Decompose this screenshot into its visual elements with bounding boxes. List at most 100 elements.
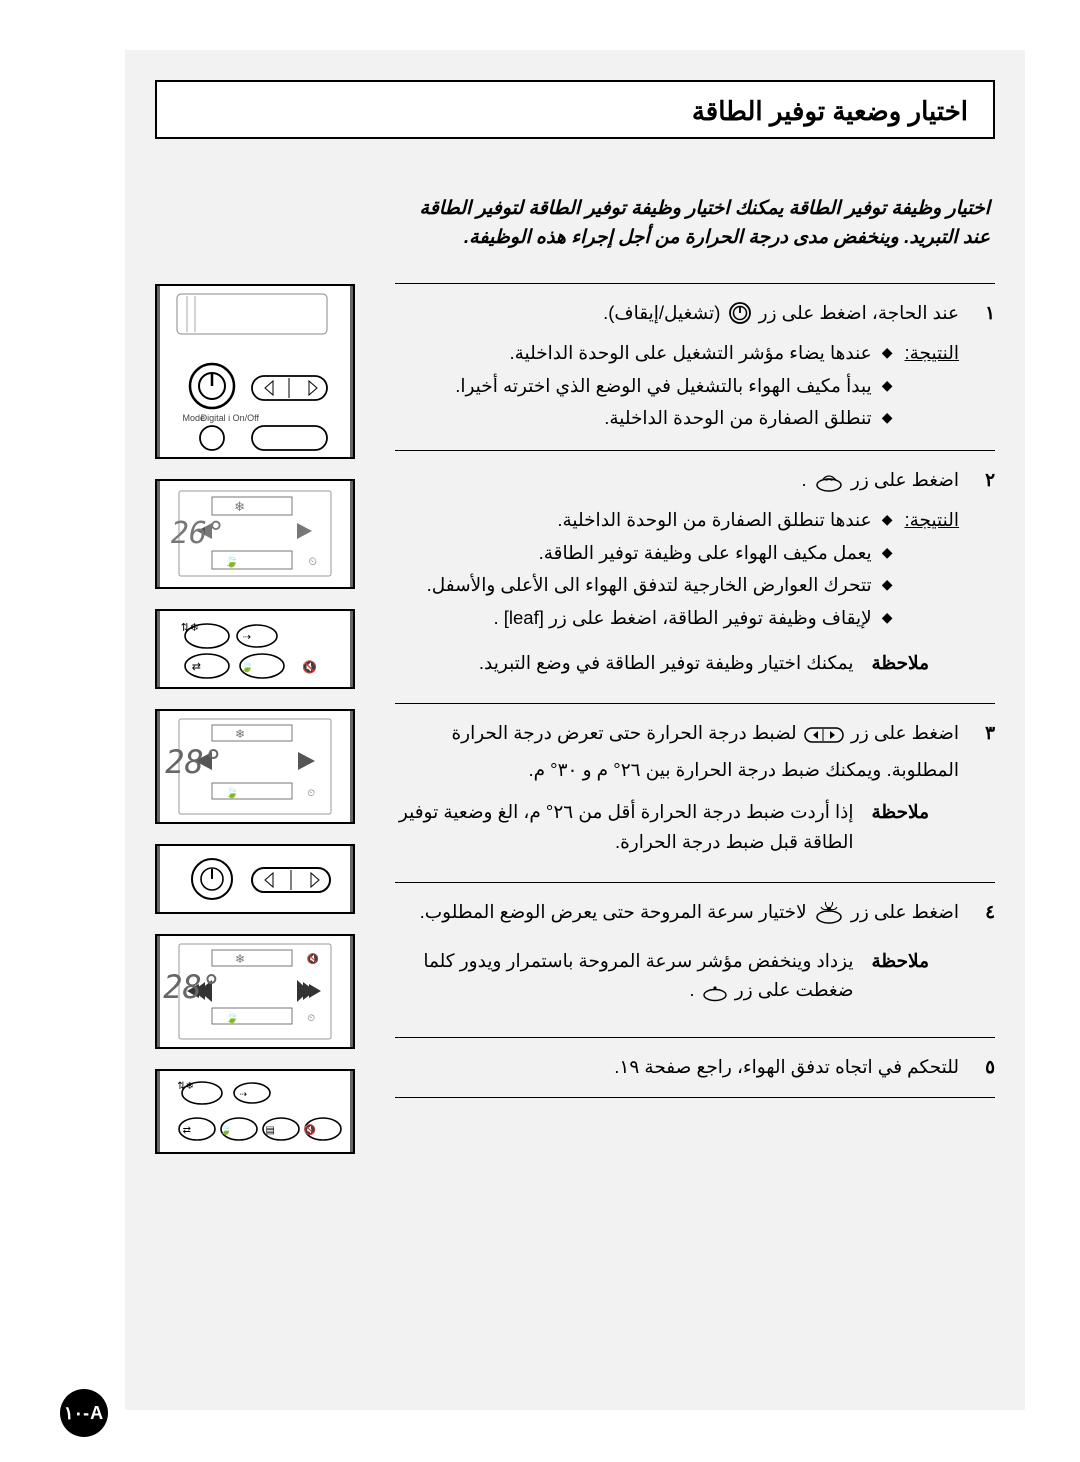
- step-text-pre: اضغط على زر: [846, 901, 959, 922]
- svg-text:🍃: 🍃: [224, 553, 239, 568]
- svg-text:⏲: ⏲: [307, 788, 315, 799]
- diamond-icon: ◆: [882, 538, 893, 569]
- note-text: إذا أردت ضبط درجة الحرارة أقل من ٢٦° م، …: [395, 797, 854, 856]
- diamond-icon: ◆: [882, 338, 893, 369]
- step-3: ٣ اضغط على زر لضبط درجة الحرارة حتى تعرض…: [395, 718, 995, 868]
- step-text-post: .: [802, 469, 807, 490]
- svg-text:⇄: ⇄: [183, 1125, 191, 1136]
- result-bullets: ◆ عندها تنطلق الصفارة من الوحدة الداخلية.…: [395, 505, 892, 635]
- display-temp: 26°: [171, 516, 225, 551]
- remote-figure-1: Mode Digital i On/Off: [155, 284, 355, 459]
- note-row: ملاحظة يزداد وينخفض مؤشر سرعة المروحة با…: [395, 946, 929, 1011]
- svg-text:⏲: ⏲: [307, 1013, 315, 1024]
- svg-text:🔇: 🔇: [307, 952, 319, 965]
- divider: [395, 882, 995, 883]
- step-body: اضغط على زر لضبط درجة الحرارة حتى تعرض د…: [395, 718, 959, 868]
- step-text-pre: اضغط على زر: [846, 722, 959, 743]
- note-row: ملاحظة إذا أردت ضبط درجة الحرارة أقل من …: [395, 797, 929, 856]
- bullet-text-part: لإيقاف وظيفة توفير الطاقة، اضغط على زر […: [493, 607, 871, 628]
- svg-text:❄⇅: ❄⇅: [181, 622, 199, 634]
- fan-icon: [702, 981, 728, 1011]
- note-text: يمكنك اختيار وظيفة توفير الطاقة في وضع ا…: [479, 648, 854, 678]
- remote-top-svg: Mode Digital i On/Off: [157, 286, 353, 457]
- svg-text:🍃: 🍃: [225, 1010, 239, 1024]
- diamond-icon: ◆: [882, 505, 893, 536]
- svg-text:⇢: ⇢: [243, 632, 251, 643]
- leaf-icon: [814, 470, 844, 502]
- svg-text:⇢: ⇢: [239, 1089, 247, 1099]
- svg-text:🍃: 🍃: [225, 785, 239, 799]
- step-text-post: لاختيار سرعة المروحة حتى يعرض الوضع المط…: [420, 901, 807, 922]
- intro-paragraph: اختيار وظيفة توفير الطاقة يمكنك اختيار و…: [395, 194, 995, 253]
- result-block: النتيجة: ◆ عندها يضاء مؤشر التشغيل على ال…: [395, 338, 959, 436]
- remote-figure-2: ❄ 26° 🍃 ⏲: [155, 479, 355, 589]
- bullet-text: تنطلق الصفارة من الوحدة الداخلية.: [604, 403, 871, 434]
- divider: [395, 283, 995, 284]
- divider: [395, 450, 995, 451]
- note-row: ملاحظة يمكنك اختيار وظيفة توفير الطاقة ف…: [395, 648, 929, 678]
- content-columns: اختيار وظيفة توفير الطاقة يمكنك اختيار و…: [145, 194, 995, 1154]
- step-text-pre: اضغط على زر: [846, 469, 959, 490]
- result-label: النتيجة:: [904, 505, 959, 635]
- svg-text:❄: ❄: [234, 499, 245, 514]
- page-number-badge: A-١٠: [60, 1389, 108, 1437]
- note-text-post: .: [689, 979, 694, 1000]
- step-text: للتحكم في اتجاه تدفق الهواء، راجع صفحة ١…: [614, 1056, 959, 1077]
- remote-figure-2b: ❄⇅ ⇢ ⇄ 🍃 🔇: [155, 609, 355, 689]
- display-temp: 28°: [163, 968, 221, 1006]
- temp-pill-icon: [804, 724, 844, 755]
- svg-text:🍃: 🍃: [240, 659, 254, 673]
- divider: [395, 1097, 995, 1098]
- divider: [395, 1037, 995, 1038]
- digital-label: Digital i On/Off: [201, 413, 260, 423]
- bullet-text: عندها تنطلق الصفارة من الوحدة الداخلية.: [557, 505, 871, 536]
- note-text: يزداد وينخفض مؤشر سرعة المروحة باستمرار …: [395, 946, 854, 1011]
- bullet-text: عندها يضاء مؤشر التشغيل على الوحدة الداخ…: [509, 338, 871, 369]
- text-column: اختيار وظيفة توفير الطاقة يمكنك اختيار و…: [385, 194, 995, 1154]
- step-4: ٤ اضغط على زر لاختيار سرعة المروحة حتى ي…: [395, 897, 995, 1023]
- remote-figure-3b: [155, 844, 355, 914]
- bullet-text: تتحرك العوارض الخارجية لتدفق الهواء الى …: [427, 570, 872, 601]
- svg-text:🔇: 🔇: [304, 1123, 316, 1136]
- fan-icon: [814, 902, 844, 934]
- svg-text:🍃: 🍃: [220, 1123, 232, 1136]
- note-text-pre: يزداد وينخفض مؤشر سرعة المروحة باستمرار …: [423, 950, 853, 1001]
- remote-figure-4: ❄ 28° 🍃 ⏲ 🔇: [155, 934, 355, 1049]
- step-number: ٣: [977, 718, 995, 868]
- step-number: ١: [977, 298, 995, 436]
- remote-display-26: ❄ 26° 🍃 ⏲: [157, 481, 353, 587]
- step-text-post: (تشغيل/إيقاف).: [603, 302, 720, 323]
- step-body: عند الحاجة، اضغط على زر (تشغيل/إيقاف). ا…: [395, 298, 959, 436]
- note-label: ملاحظة: [872, 797, 929, 856]
- display-temp: 28°: [165, 743, 223, 781]
- svg-text:❄: ❄: [235, 727, 245, 741]
- step-number: ٤: [977, 897, 995, 1023]
- svg-text:🔇: 🔇: [302, 660, 317, 674]
- bullet-text: يبدأ مكيف الهواء بالتشغيل في الوضع الذي …: [455, 371, 872, 402]
- bullet-text: لإيقاف وظيفة توفير الطاقة، اضغط على زر […: [493, 603, 871, 634]
- result-label: النتيجة:: [904, 338, 959, 436]
- svg-text:⇄: ⇄: [192, 661, 201, 673]
- power-icon: [728, 301, 752, 335]
- note-label: ملاحظة: [872, 648, 929, 678]
- remote-figure-3: ❄ 28° 🍃 ⏲: [155, 709, 355, 824]
- figure-column: Mode Digital i On/Off ❄ 26° 🍃 ⏲: [145, 194, 355, 1154]
- step-body: اضغط على زر . النتيجة: ◆ عندها تنطلق الصف…: [395, 465, 959, 689]
- section-title-box: اختيار وضعية توفير الطاقة: [155, 80, 995, 139]
- step-text-pre: عند الحاجة، اضغط على زر: [754, 302, 960, 323]
- remote-figure-4b: ❄⇅ ⇢ ⇄ 🍃 ▤ 🔇: [155, 1069, 355, 1154]
- result-block: النتيجة: ◆ عندها تنطلق الصفارة من الوحدة …: [395, 505, 959, 635]
- step-number: ٥: [977, 1052, 995, 1083]
- step-5: ٥ للتحكم في اتجاه تدفق الهواء، راجع صفحة…: [395, 1052, 995, 1083]
- diamond-icon: ◆: [882, 371, 893, 402]
- step-2: ٢ اضغط على زر . النتيجة: ◆عندها تنطلق ال…: [395, 465, 995, 689]
- step-body: اضغط على زر لاختيار سرعة المروحة حتى يعر…: [395, 897, 959, 1023]
- diamond-icon: ◆: [882, 570, 893, 601]
- divider: [395, 703, 995, 704]
- page-number: A-١٠: [64, 1403, 104, 1424]
- step-body: للتحكم في اتجاه تدفق الهواء، راجع صفحة ١…: [395, 1052, 959, 1083]
- svg-text:▤: ▤: [266, 1125, 275, 1136]
- step-1: ١ عند الحاجة، اضغط على زر (تشغيل/إيقاف).…: [395, 298, 995, 436]
- section-title: اختيار وضعية توفير الطاقة: [182, 96, 968, 127]
- svg-text:❄⇅: ❄⇅: [177, 1081, 194, 1092]
